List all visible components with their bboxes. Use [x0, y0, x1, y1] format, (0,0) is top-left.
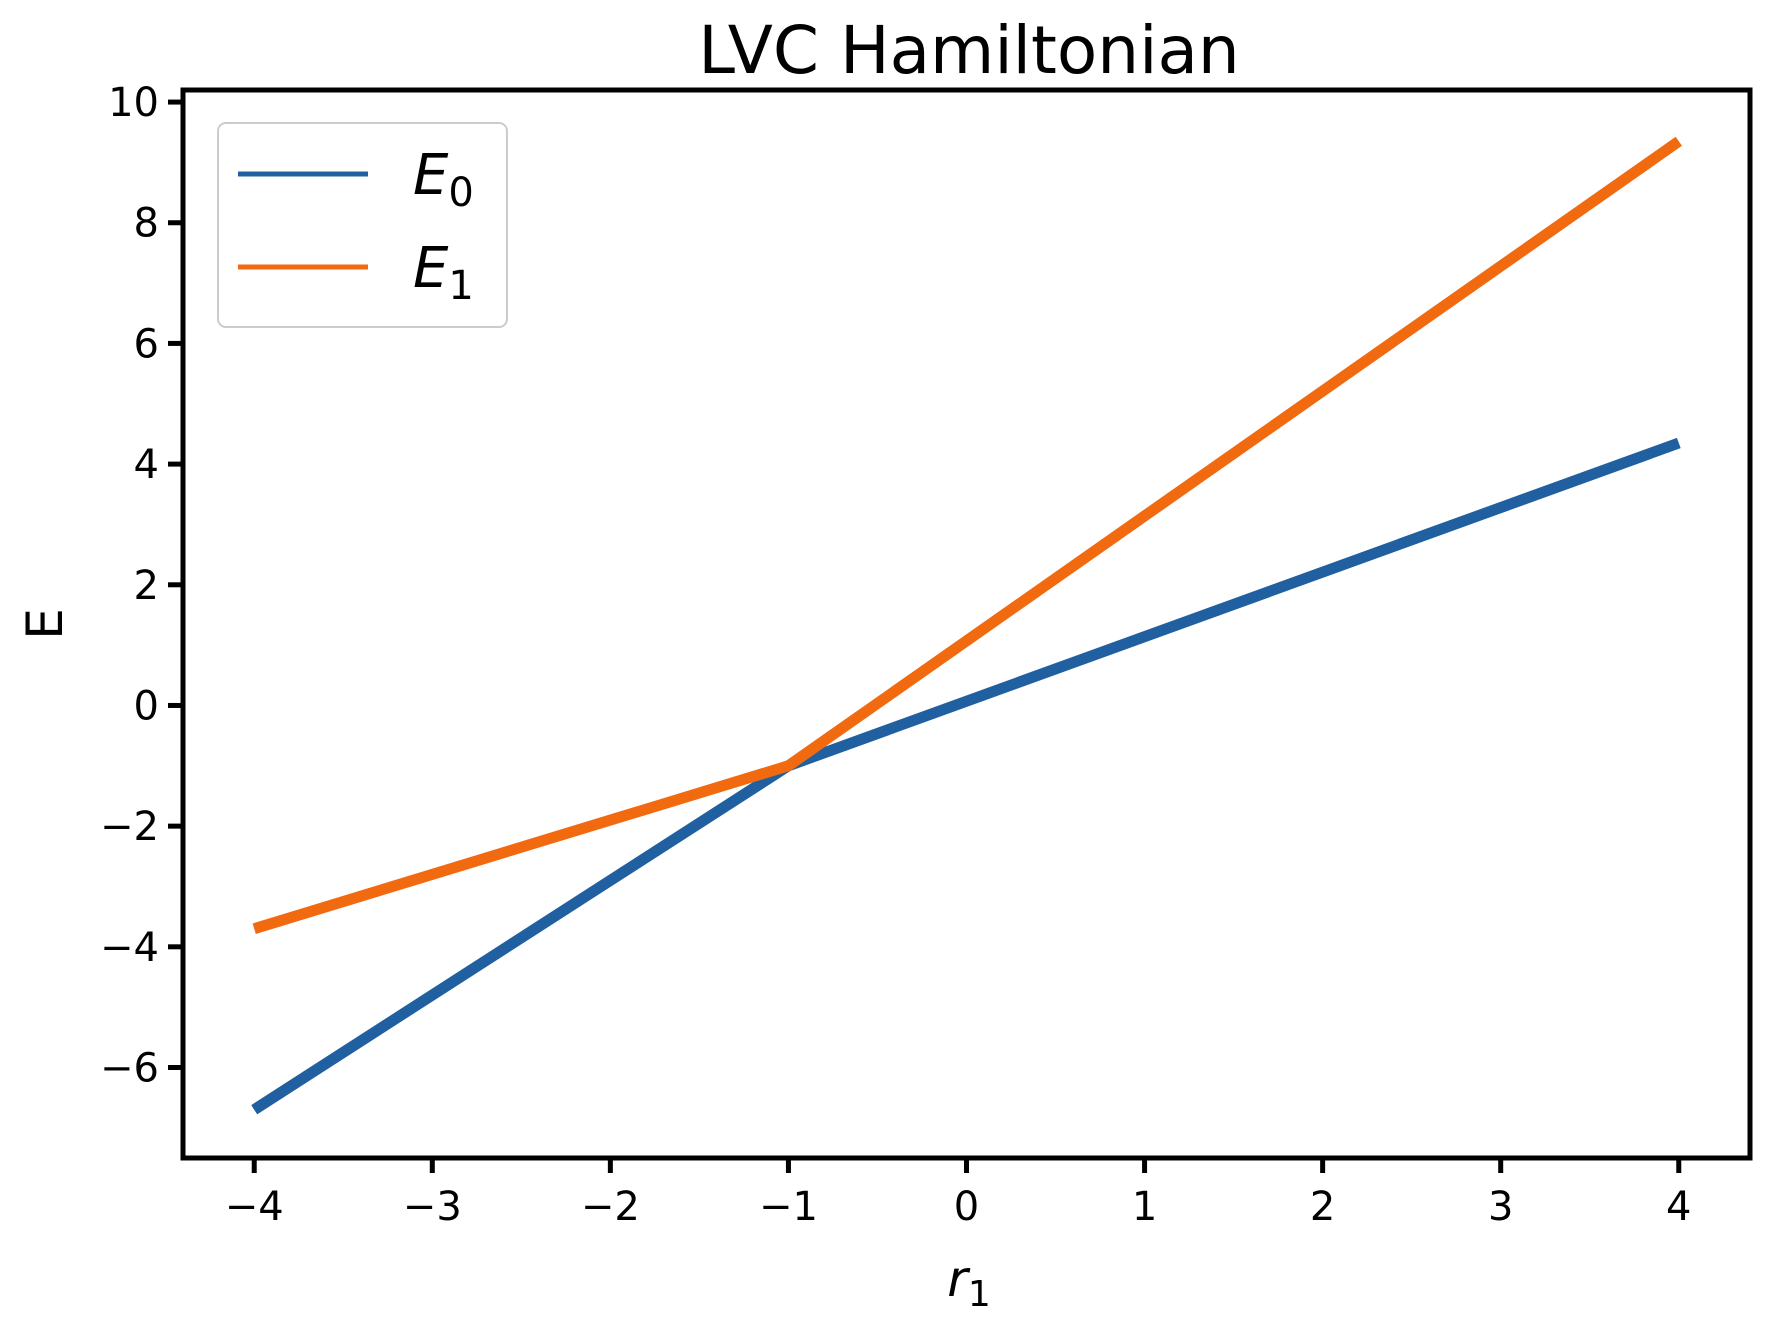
x-tick-label: −3 — [403, 1184, 462, 1230]
legend-label-e0-subscript: 0 — [448, 170, 473, 216]
x-tick-label: −2 — [581, 1184, 640, 1230]
x-axis: −4 −3 −2 −1 0 1 2 3 4 — [225, 1158, 1691, 1230]
y-tick-label: 4 — [134, 442, 159, 488]
y-tick-label: 6 — [134, 321, 159, 367]
chart-title: LVC Hamiltonian — [698, 12, 1239, 89]
legend-label-e0: E0 — [413, 143, 474, 216]
y-tick-label: 0 — [134, 683, 159, 729]
x-axis-label-subscript: 1 — [968, 1274, 991, 1315]
legend-label-e1-main: E — [413, 236, 449, 301]
x-tick-label: −4 — [225, 1184, 284, 1230]
y-tick-label: −6 — [100, 1045, 159, 1091]
x-tick-label: 4 — [1666, 1184, 1691, 1230]
x-tick-label: 0 — [954, 1184, 979, 1230]
series-line-e1 — [252, 136, 1682, 934]
y-tick-label: 8 — [134, 201, 159, 247]
series-layer — [251, 136, 1682, 1115]
y-tick-label: 10 — [108, 80, 159, 126]
x-axis-label: r1 — [947, 1250, 990, 1315]
legend: E0 E1 — [217, 122, 508, 328]
x-tick-label: −1 — [759, 1184, 818, 1230]
y-tick-label: −2 — [100, 804, 159, 850]
legend-label-e1-subscript: 1 — [448, 263, 473, 309]
legend-label-e1: E1 — [413, 236, 474, 309]
y-axis-label: E — [16, 608, 74, 640]
y-axis: −6 −4 −2 0 2 4 6 8 10 — [100, 80, 183, 1091]
y-tick-label: 2 — [134, 563, 159, 609]
x-tick-label: 1 — [1132, 1184, 1157, 1230]
x-tick-label: 2 — [1310, 1184, 1335, 1230]
x-axis-label-main: r — [947, 1250, 971, 1308]
x-tick-label: 3 — [1488, 1184, 1513, 1230]
y-tick-label: −4 — [100, 925, 159, 971]
legend-label-e0-main: E — [413, 143, 449, 208]
